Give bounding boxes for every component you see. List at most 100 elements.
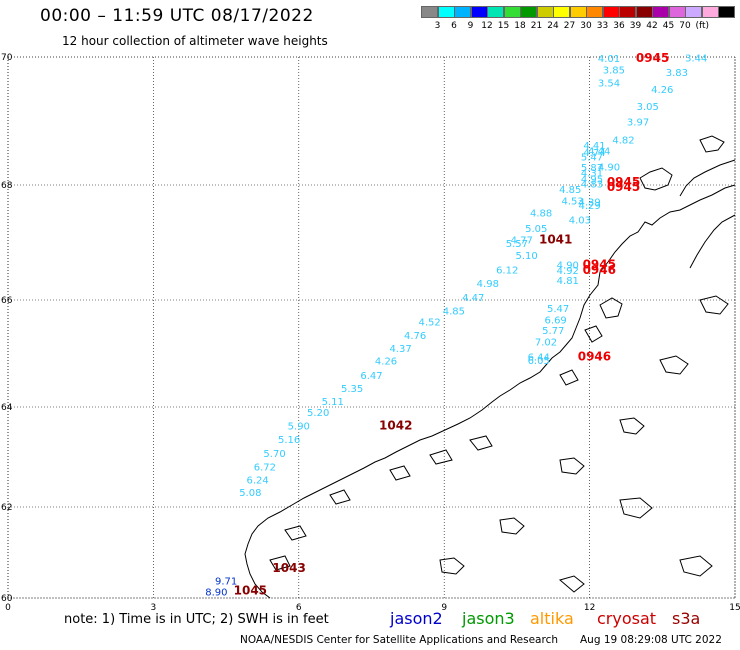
wave-height-value: 4.82 [612, 135, 634, 146]
wave-height-value: 4.98 [477, 279, 499, 290]
coastline-segment [679, 555, 713, 577]
longitude-label: 3 [151, 603, 157, 613]
coastline-segment [639, 167, 673, 191]
wave-height-value: 4.90 [557, 260, 579, 271]
colorbar-label: 39 [629, 21, 642, 31]
colorbar-label: 33 [596, 21, 609, 31]
legend-item-cryosat: cryosat [597, 609, 657, 628]
colorbar-label: 27 [563, 21, 576, 31]
pass-time-label: 1045 [234, 583, 267, 597]
coastline [244, 135, 736, 599]
coastline-segment [429, 449, 453, 465]
wave-height-value: 4.83 [581, 179, 603, 190]
colorbar-label: 36 [613, 21, 625, 31]
wave-height-value: 4.53 [562, 197, 584, 208]
colorbar-label: 30 [580, 21, 592, 31]
colorbar-label: 45 [662, 21, 675, 31]
longitude-label: 9 [441, 603, 447, 613]
colorbar-label: 70 [679, 21, 691, 31]
pass-time-label: 1042 [379, 419, 412, 433]
legend-item-jason3: jason3 [462, 609, 515, 628]
wave-height-value: 4.74 [583, 148, 605, 159]
longitude-label: 15 [729, 603, 740, 613]
longitude-label: 0 [5, 603, 11, 613]
coastline-segment [469, 435, 493, 451]
colorbar-label: 3 [434, 21, 441, 31]
legend-item-s3a: s3a [672, 609, 701, 628]
wave-height-value: 5.35 [341, 384, 363, 395]
wave-height-value: 5.16 [278, 435, 300, 446]
wave-height-value: 4.44 [588, 146, 610, 157]
wave-height-value: 5.70 [263, 449, 285, 460]
colorbar-label: 6 [451, 21, 457, 31]
colorbar-label: 21 [530, 21, 543, 31]
colorbar-label: 15 [497, 21, 510, 31]
latitude-label: 68 [1, 181, 13, 191]
legend-item-jason2: jason2 [390, 609, 443, 628]
wave-height-value: 4.03 [569, 216, 591, 227]
footer-note: note: 1) Time is in UTC; 2) SWH is in fe… [64, 612, 329, 627]
legend-item-altika: altika [530, 609, 574, 628]
wave-height-value: 5.87 [581, 163, 603, 174]
wave-height-value: 5.47 [547, 304, 569, 315]
wave-height-value: 5.47 [581, 153, 603, 164]
wave-height-value: 8.90 [205, 587, 227, 598]
wave-height-value: 6.05 [528, 356, 550, 367]
wave-height-value: 4.88 [530, 209, 552, 220]
wave-height-value: 5.20 [307, 408, 329, 419]
colorbar-label: 24 [547, 21, 559, 31]
wave-height-value: 5.10 [515, 251, 537, 262]
coastline-segment [699, 295, 729, 315]
colorbar-swatch [718, 6, 735, 18]
wave-height-value: 3.85 [603, 66, 625, 77]
wave-height-value: 4.26 [375, 357, 397, 368]
latitude-label: 62 [1, 503, 12, 513]
coastline-segment [499, 517, 525, 535]
wave-height-value: 4.41 [583, 141, 605, 152]
wave-height-value: 4.37 [389, 344, 411, 355]
coastline-segment [619, 417, 645, 435]
latitude-label: 64 [1, 403, 13, 413]
wave-height-value: 6.44 [528, 352, 550, 363]
wave-height-value: 6.69 [545, 316, 567, 327]
wave-height-value: 4.39 [578, 198, 600, 209]
wave-height-value: 3.54 [598, 78, 620, 89]
wave-height-value: 4.85 [559, 185, 581, 196]
colorbar-label: 42 [646, 21, 658, 31]
wave-height-value: 5.08 [239, 488, 261, 499]
wave-height-value: 5.77 [542, 326, 564, 337]
pass-time-label: 1043 [272, 561, 305, 575]
wave-height-value: 6.47 [360, 371, 382, 382]
wave-height-value: 4.29 [578, 201, 600, 212]
coastline-segment [659, 355, 689, 375]
pass-time-label: 0945 [607, 180, 640, 194]
wave-height-value: 5.05 [525, 224, 547, 235]
wave-height-tracks: 4.01 3.44 3.85 3.83 3.54 4.26 3.05 3.97 4.82 4.41… [205, 51, 707, 598]
coastline-segment [558, 575, 585, 593]
graticule [7, 56, 736, 599]
wave-height-value: 4.77 [511, 236, 533, 247]
coastline-segment [284, 525, 307, 541]
wave-height-value: 3.44 [685, 53, 707, 64]
longitude-label: 6 [296, 603, 302, 613]
latitude-label: 66 [1, 296, 13, 306]
update-timestamp: Aug 19 08:29:08 UTC 2022 [580, 634, 722, 646]
wave-height-value: 4.85 [443, 306, 465, 317]
pass-time-label: 0946 [583, 263, 616, 277]
credit-text: NOAA/NESDIS Center for Satellite Applica… [240, 634, 558, 646]
page-subtitle: 12 hour collection of altimeter wave hei… [62, 34, 328, 48]
colorbar-label: 9 [467, 21, 474, 31]
pass-time-label: 0945 [607, 175, 640, 189]
coastline-segment [689, 214, 736, 269]
coastline-segment [244, 184, 736, 599]
wave-height-value: 4.26 [651, 85, 673, 96]
colorbar-label: 18 [514, 21, 526, 31]
wave-height-value: 6.24 [246, 476, 268, 487]
wave-height-value: 6.72 [254, 463, 276, 474]
coastline-segment [679, 159, 736, 197]
wave-height-value: 4.76 [404, 331, 426, 342]
colorbar-label: 12 [481, 21, 493, 31]
wave-height-value: 3.97 [627, 117, 649, 128]
latitude-label: 70 [1, 53, 13, 63]
